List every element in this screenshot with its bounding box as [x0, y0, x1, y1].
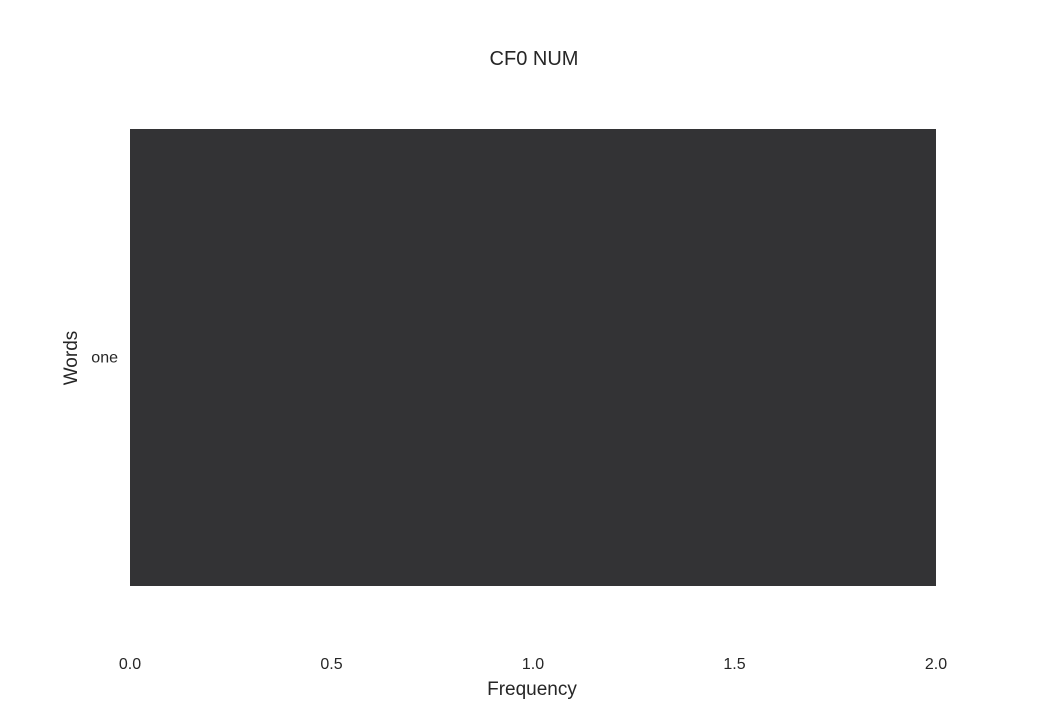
x-tick-label: 0.5: [320, 656, 342, 673]
y-category-labels: one: [91, 350, 118, 367]
y-category-label: one: [91, 350, 118, 367]
x-tick-label: 1.0: [522, 656, 544, 673]
x-tick-label: 0.0: [119, 656, 141, 673]
x-tick-label: 1.5: [723, 656, 745, 673]
bars-layer: [130, 129, 936, 586]
x-tick-labels: 0.0 0.5 1.0 1.5 2.0: [119, 656, 947, 673]
bar-one: [130, 129, 936, 586]
x-tick-label: 2.0: [925, 656, 947, 673]
x-axis-label: Frequency: [487, 679, 577, 700]
chart-title: CF0 NUM: [490, 48, 579, 70]
y-axis-label: Words: [61, 331, 82, 386]
